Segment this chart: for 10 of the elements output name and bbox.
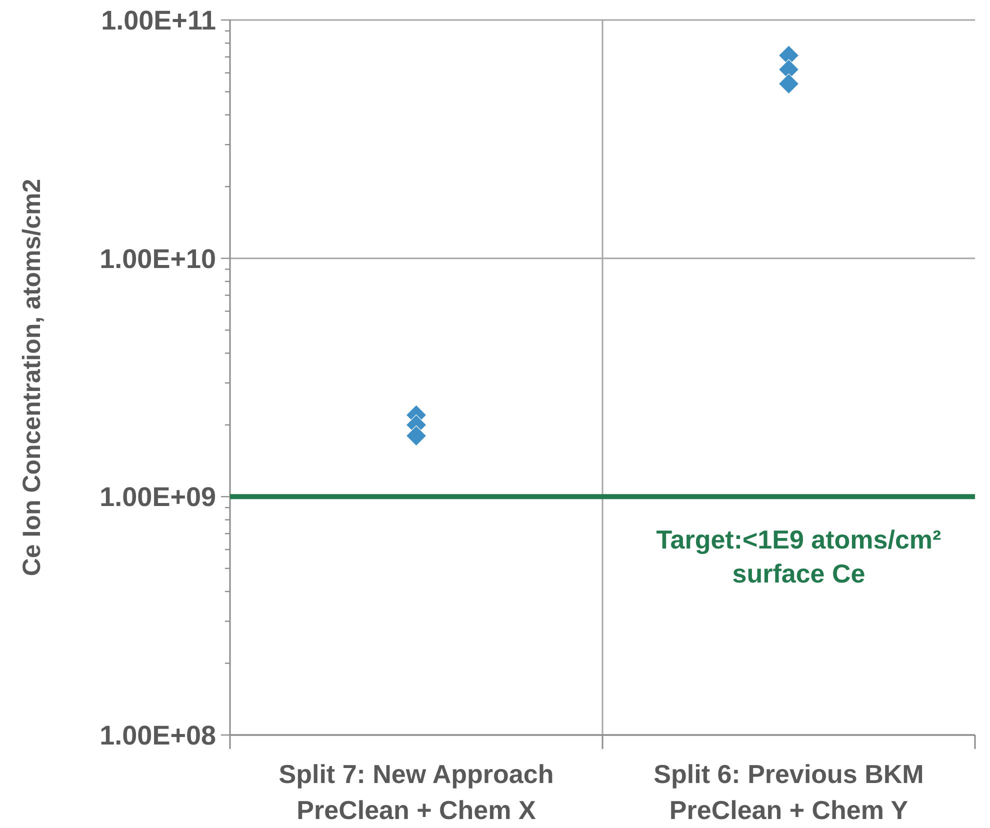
y-tick-label: 1.00E+09 [100,482,216,512]
y-tick-label: 1.00E+08 [100,720,216,750]
y-axis-title: Ce Ion Concentration, atoms/cm2 [18,178,46,576]
y-tick-label: 1.00E+11 [101,5,216,36]
point [778,73,800,94]
ref-line-label: Target:<1E9 atoms/cm² surface Ce [656,524,942,589]
point [406,425,427,446]
x-tick-label: Split 7: New Approach PreClean + Chem X [278,759,554,825]
y-tick-label: 1.00E+10 [100,244,216,274]
x-tick-label: Split 6: Previous BKM PreClean + Chem Y [654,759,924,825]
